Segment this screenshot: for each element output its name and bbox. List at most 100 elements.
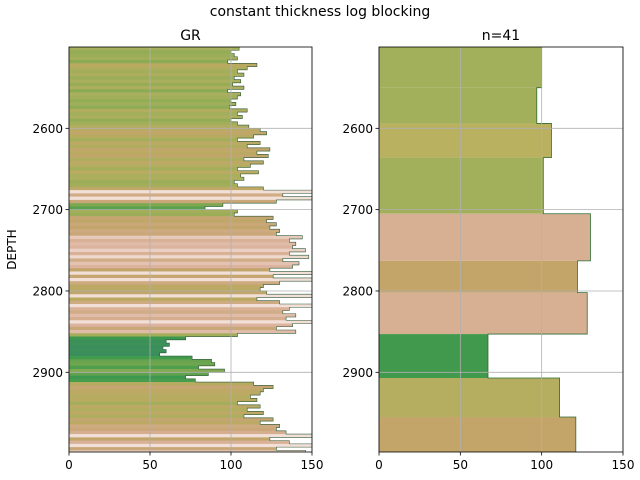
- gr-bar: [69, 219, 267, 223]
- gr-bar: [69, 297, 257, 302]
- gr-bar: [69, 330, 296, 334]
- gr-bar: [69, 277, 312, 282]
- gr-bar: [69, 434, 312, 438]
- gr-bar: [69, 134, 254, 139]
- gr-bar: [69, 235, 303, 240]
- gr-bar: [69, 408, 248, 412]
- block-bar: [379, 334, 488, 378]
- gr-bar: [69, 160, 264, 165]
- block-bar: [379, 377, 560, 418]
- gr-bar: [69, 69, 238, 74]
- gr-bar: [69, 271, 312, 276]
- gr-bar: [69, 167, 238, 171]
- gr-bar: [69, 417, 274, 422]
- axes-frame: [378, 46, 624, 453]
- gr-bar: [69, 251, 290, 256]
- gr-bar: [69, 225, 270, 230]
- block-bar: [379, 292, 588, 335]
- gr-bar: [69, 138, 238, 142]
- gr-bar: [69, 242, 296, 246]
- gr-bar: [69, 144, 248, 149]
- gr-bar: [69, 63, 257, 67]
- block-bar: [379, 213, 591, 261]
- y-tick-label: 2900: [32, 366, 63, 380]
- plot-area: [379, 47, 591, 452]
- axes-frame: [68, 46, 313, 453]
- gr-bar: [69, 95, 238, 100]
- gr-bar: [69, 281, 280, 285]
- gr-bar: [69, 268, 270, 272]
- gr-bar: [69, 404, 261, 409]
- y-tick-label: 2600: [32, 122, 63, 136]
- gr-bar: [69, 443, 312, 448]
- gr-bar: [69, 313, 296, 318]
- block-bar: [379, 417, 576, 452]
- gr-bar: [69, 382, 254, 386]
- gr-bar: [69, 264, 293, 269]
- gr-bar: [69, 82, 233, 87]
- plot-area: [69, 47, 312, 452]
- y-tick-label: 2900: [342, 366, 373, 380]
- gr-bar: [69, 79, 241, 84]
- gr-bar: [69, 53, 235, 58]
- gr-bar: [69, 421, 261, 425]
- block-bar: [379, 87, 537, 124]
- gr-bar: [69, 369, 225, 373]
- gr-bar: [69, 212, 235, 217]
- gr-bar: [69, 310, 283, 315]
- gr-bar: [69, 303, 312, 308]
- x-tick-label: 50: [142, 458, 157, 472]
- gr-bar: [69, 157, 244, 162]
- gr-bar: [69, 320, 312, 324]
- block-curve: [487, 47, 591, 452]
- gr-bar: [69, 395, 251, 399]
- gr-bar: [69, 147, 270, 152]
- gr-bar: [69, 362, 215, 367]
- gr-bar: [69, 274, 274, 279]
- gr-bar: [69, 349, 167, 354]
- gr-bar: [69, 196, 312, 201]
- gr-bar: [69, 131, 267, 136]
- gr-bar: [69, 388, 264, 393]
- gr-bar: [69, 352, 160, 357]
- gr-bar: [69, 180, 235, 184]
- x-tick-label: 150: [301, 458, 324, 472]
- gr-bar: [69, 216, 274, 220]
- gr-bar: [69, 284, 264, 289]
- gr-bar: [69, 102, 236, 106]
- gr-bar: [69, 89, 228, 93]
- gr-bar: [69, 440, 290, 445]
- gr-bar: [69, 375, 186, 380]
- gr-curve: [159, 47, 312, 452]
- y-tick-label: 2600: [342, 122, 373, 136]
- gr-bar: [69, 125, 249, 129]
- y-tick-label: 2700: [342, 203, 373, 217]
- gr-bar: [69, 190, 312, 194]
- gr-bar: [69, 108, 248, 113]
- gr-bar: [69, 401, 238, 406]
- x-tick-label: 0: [65, 458, 73, 472]
- gr-bar: [69, 437, 270, 441]
- gr-bar: [69, 60, 228, 64]
- blocked-panel: 0 50 100 150 2600 2700 2800 2900 n=41: [342, 28, 634, 472]
- gr-bar: [69, 186, 264, 191]
- gr-bar: [69, 339, 167, 344]
- x-tick-label: 150: [612, 458, 635, 472]
- y-tick-label: 2700: [32, 203, 63, 217]
- block-bar: [379, 260, 578, 293]
- x-tick-label: 100: [530, 458, 553, 472]
- gr-bar: [69, 359, 212, 363]
- gr-bar: [69, 183, 238, 188]
- gr-bar: [69, 164, 251, 168]
- gr-bar: [69, 73, 244, 77]
- axes-title: n=41: [482, 28, 520, 44]
- gr-bar: [69, 346, 163, 350]
- gr-bar: [69, 261, 300, 266]
- gr-bar: [69, 398, 257, 402]
- gr-bar: [69, 255, 309, 259]
- gr-bar: [69, 447, 277, 451]
- gr-bar: [69, 391, 261, 396]
- gr-bar: [69, 414, 244, 419]
- gr-bar: [69, 56, 238, 61]
